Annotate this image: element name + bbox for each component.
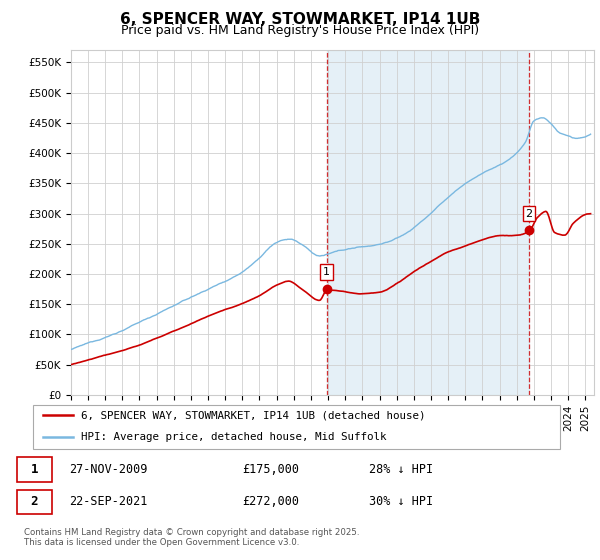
Text: 22-SEP-2021: 22-SEP-2021 — [70, 496, 148, 508]
FancyBboxPatch shape — [17, 489, 52, 514]
Text: Price paid vs. HM Land Registry's House Price Index (HPI): Price paid vs. HM Land Registry's House … — [121, 24, 479, 37]
Text: 28% ↓ HPI: 28% ↓ HPI — [369, 463, 433, 476]
FancyBboxPatch shape — [33, 405, 560, 449]
Text: 6, SPENCER WAY, STOWMARKET, IP14 1UB (detached house): 6, SPENCER WAY, STOWMARKET, IP14 1UB (de… — [80, 410, 425, 420]
Text: 27-NOV-2009: 27-NOV-2009 — [70, 463, 148, 476]
Text: 1: 1 — [31, 463, 38, 476]
Text: 2: 2 — [526, 208, 533, 218]
Text: 2: 2 — [31, 496, 38, 508]
Text: £175,000: £175,000 — [242, 463, 299, 476]
Text: £272,000: £272,000 — [242, 496, 299, 508]
FancyBboxPatch shape — [17, 458, 52, 482]
Text: 6, SPENCER WAY, STOWMARKET, IP14 1UB: 6, SPENCER WAY, STOWMARKET, IP14 1UB — [120, 12, 480, 27]
Text: 30% ↓ HPI: 30% ↓ HPI — [369, 496, 433, 508]
Text: 1: 1 — [323, 267, 330, 277]
Bar — [327, 50, 529, 395]
Text: Contains HM Land Registry data © Crown copyright and database right 2025.
This d: Contains HM Land Registry data © Crown c… — [24, 528, 359, 547]
Text: HPI: Average price, detached house, Mid Suffolk: HPI: Average price, detached house, Mid … — [80, 432, 386, 442]
